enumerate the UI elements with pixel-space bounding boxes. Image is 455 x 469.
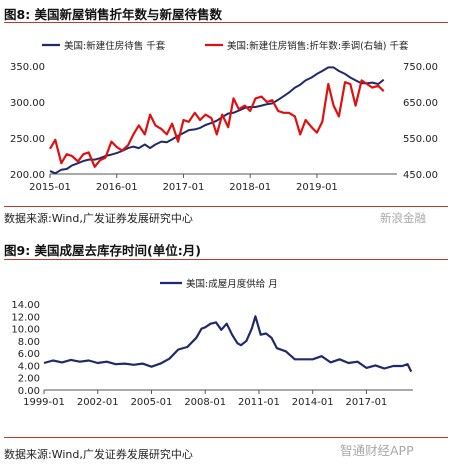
y-tick-label-left: 200.00: [10, 170, 45, 181]
x-tick-label: 2017-01: [346, 397, 388, 408]
y-tick-label-left: 350.00: [10, 62, 45, 73]
watermark-zhitong: 智通财经APP: [340, 443, 414, 458]
y-tick-label: 10.00: [11, 325, 40, 336]
y-tick-label: 0.00: [18, 386, 40, 397]
legend-label: 美国:成屋月度供给 月: [186, 278, 278, 290]
figure9-source-rule: [4, 437, 448, 438]
x-tick-label: 2019-01: [296, 182, 338, 193]
watermark-sina: 新浪金融: [380, 211, 426, 225]
figure9-title-rule: [4, 259, 448, 260]
y-tick-label-right: 450.00: [403, 170, 438, 181]
y-tick-label: 4.00: [18, 361, 40, 372]
figure9-title: 图9: 美国成屋去库存时间(单位:月): [4, 243, 201, 258]
y-tick-label: 6.00: [18, 349, 40, 360]
figure8-source: 数据来源:Wind,广发证券发展研究中心: [4, 212, 193, 225]
legend-label: 美国:新建住房销售:折年数:季调(右轴) 千套: [227, 40, 409, 52]
x-tick-label: 2017-01: [163, 182, 205, 193]
x-tick-label: 2011-01: [238, 397, 280, 408]
series-line-sales: [49, 79, 385, 168]
x-tick-label: 2015-01: [29, 182, 71, 193]
x-tick-label: 1999-01: [23, 397, 65, 408]
figure8-title-rule: [4, 22, 448, 23]
y-tick-label-left: 300.00: [10, 98, 45, 109]
y-tick-label-left: 250.00: [10, 134, 45, 145]
series-line-months-supply: [43, 315, 413, 373]
figure8-title: 图8: 美国新屋销售折年数与新屋待售数: [4, 7, 223, 22]
x-tick-label: 2005-01: [131, 397, 173, 408]
x-tick-label: 2016-01: [96, 182, 138, 193]
figure8-source-rule: [4, 206, 448, 207]
y-tick-label-right: 650.00: [403, 98, 438, 109]
legend-label: 美国:新建住房待售 千套: [64, 40, 166, 52]
y-tick-label: 12.00: [11, 312, 40, 323]
y-tick-label-right: 550.00: [403, 134, 438, 145]
y-tick-label: 2.00: [18, 374, 40, 385]
x-tick-label: 2018-01: [229, 182, 271, 193]
figure8-chart: 200.00 250.00 300.00 350.00 450.00 550.00 650.…: [10, 40, 438, 193]
x-tick-label: 2002-01: [77, 397, 119, 408]
x-tick-label: 2008-01: [184, 397, 226, 408]
series-line-inventory: [49, 66, 385, 175]
figure9-source: 数据来源:Wind,广发证券发展研究中心: [4, 448, 193, 461]
y-tick-label: 14.00: [11, 300, 40, 311]
x-tick-label: 2014-01: [292, 397, 334, 408]
y-tick-label: 8.00: [18, 337, 40, 348]
y-tick-label-right: 750.00: [403, 62, 438, 73]
